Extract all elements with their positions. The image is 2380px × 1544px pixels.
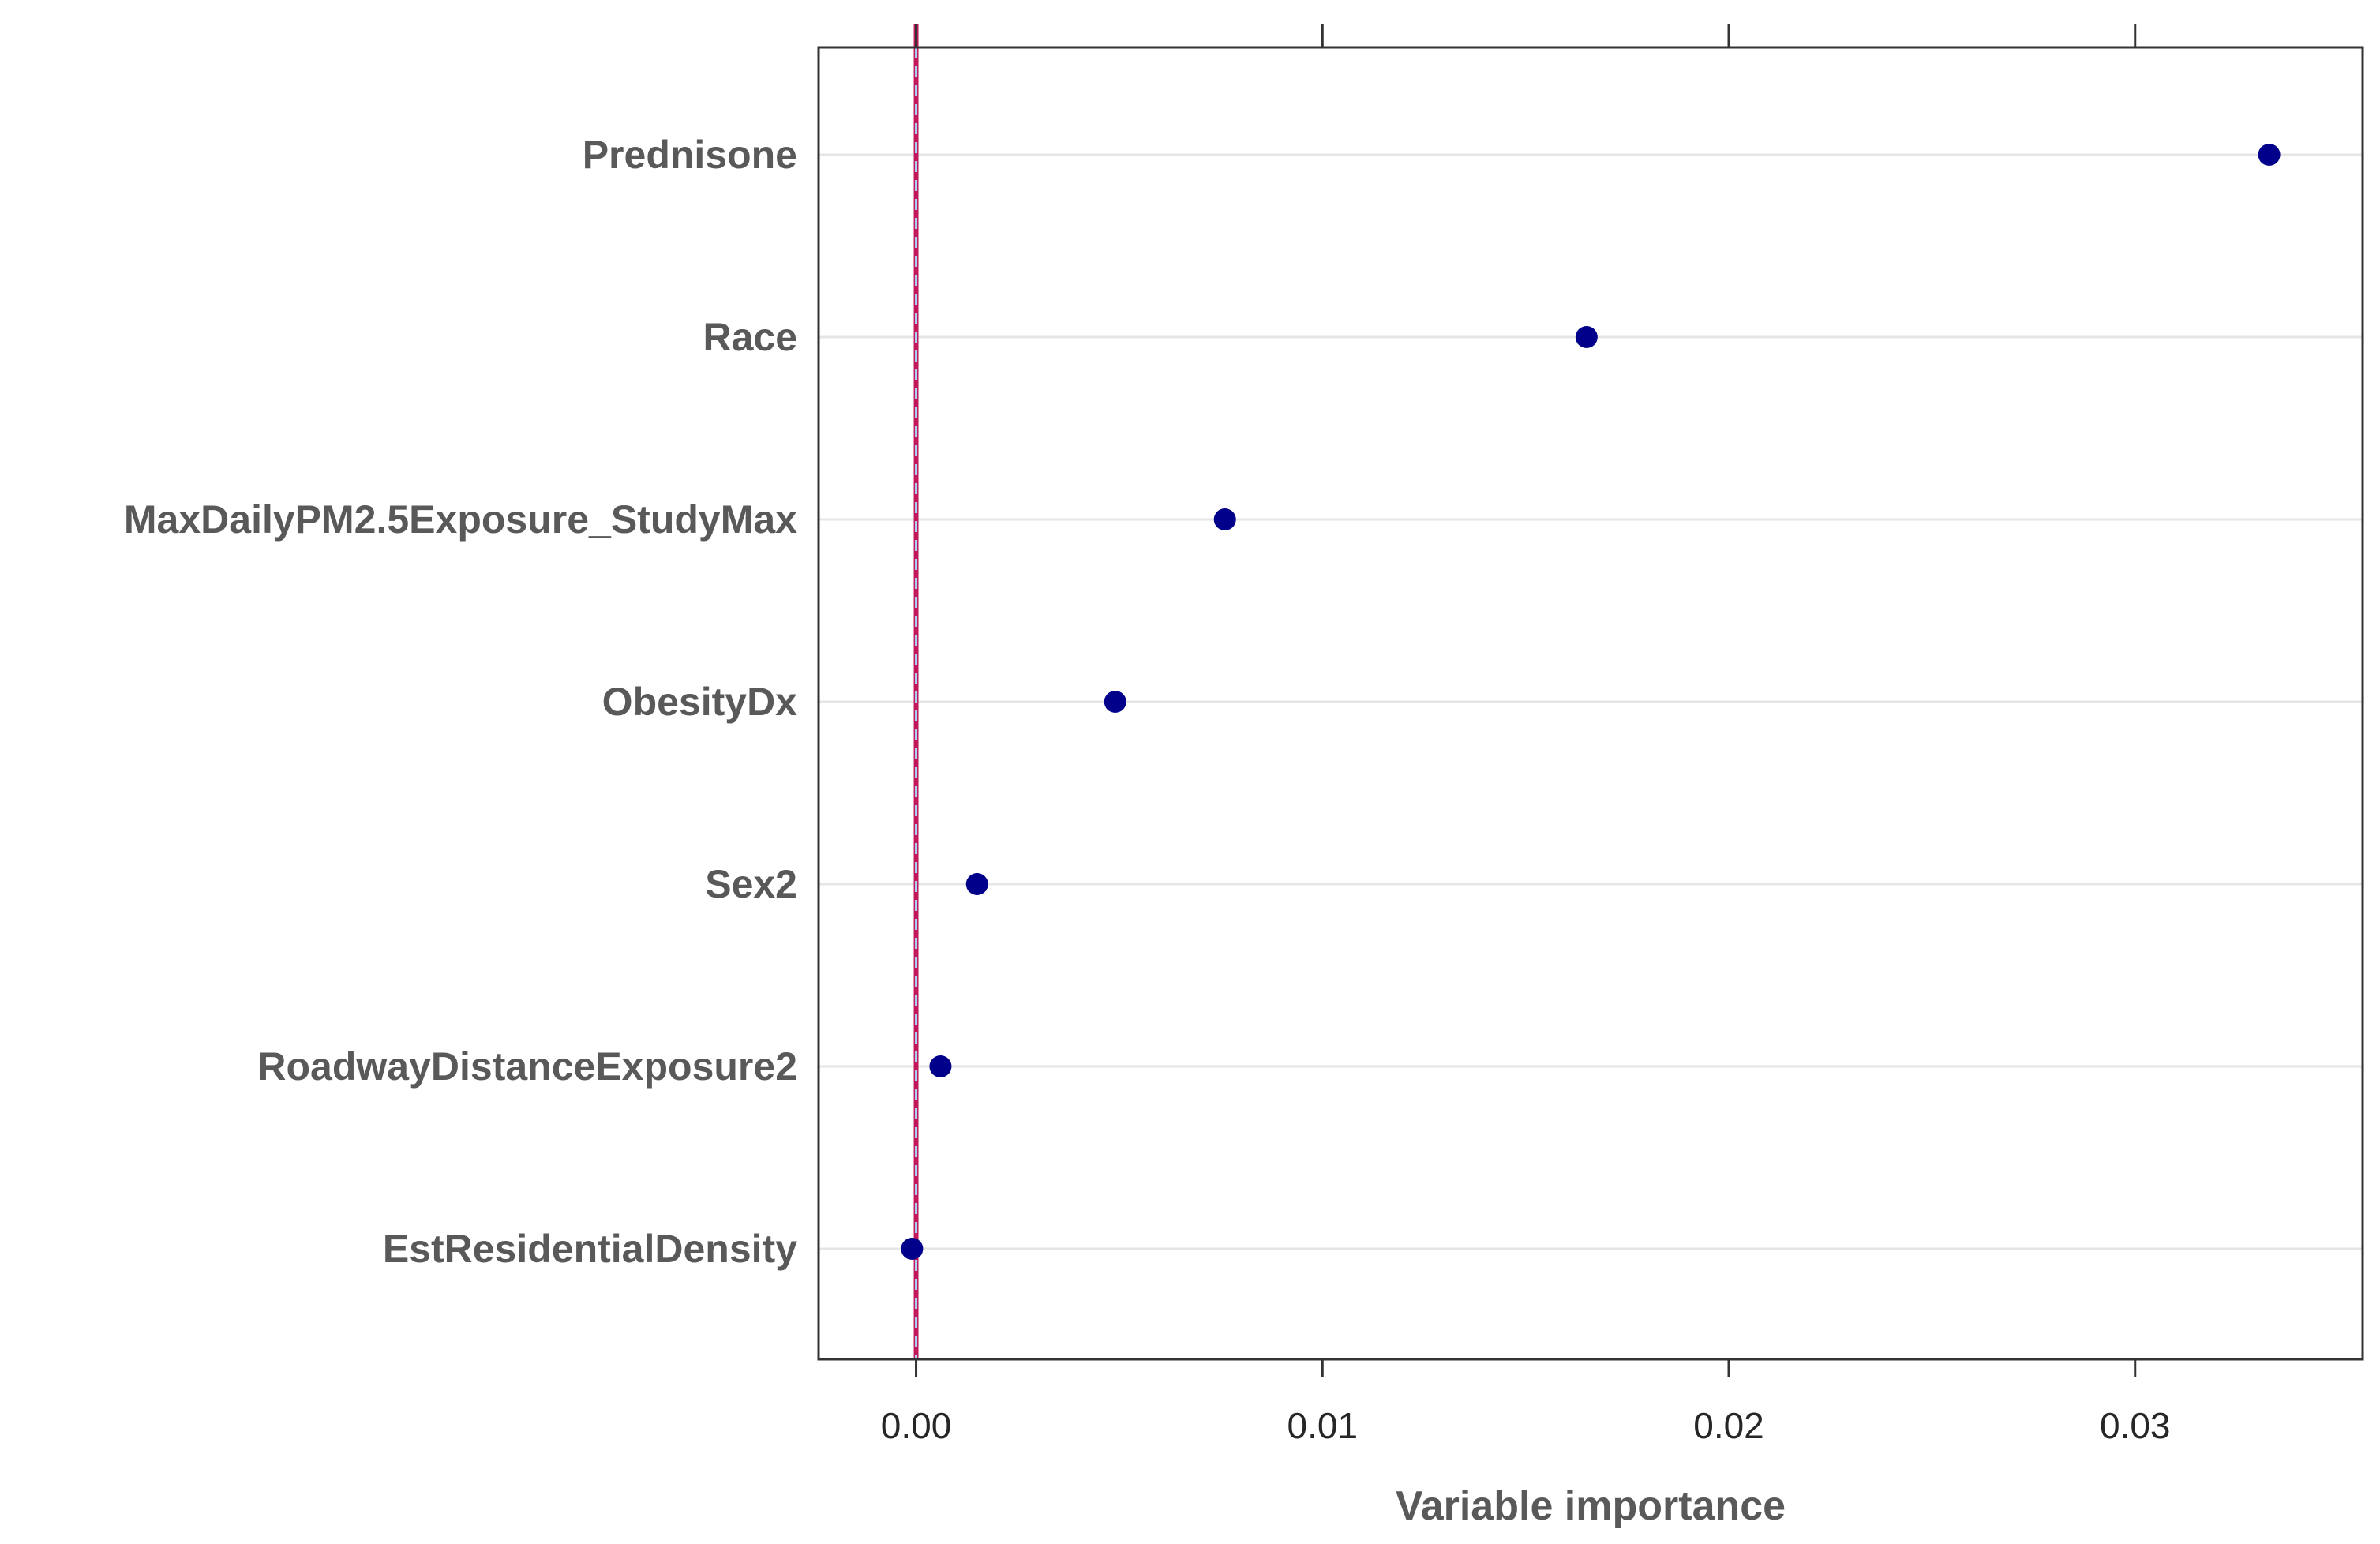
variable-label: RoadwayDistanceExposure2 <box>257 1044 797 1089</box>
variable-label: Prednisone <box>583 133 797 177</box>
data-point <box>965 873 988 895</box>
data-point <box>929 1055 952 1077</box>
x-tick-label: 0.03 <box>2100 1405 2171 1446</box>
data-point <box>901 1238 924 1260</box>
variable-labels: Prednisone Race MaxDailyPM2.5Exposure_Stud… <box>124 133 797 1271</box>
variable-label: Sex2 <box>705 862 797 906</box>
x-axis-title: Variable importance <box>1396 1483 1786 1529</box>
data-points <box>901 144 2281 1260</box>
variable-label: ObesityDx <box>602 680 798 724</box>
plot-frame <box>817 46 2364 1361</box>
gridlines <box>819 153 2363 1250</box>
x-tick-label: 0.00 <box>881 1405 952 1446</box>
variable-label: EstResidentialDensity <box>383 1227 797 1271</box>
data-point <box>1104 691 1126 713</box>
variable-label: Race <box>703 315 797 359</box>
x-tick-label: 0.02 <box>1693 1405 1764 1446</box>
data-point <box>1213 508 1236 530</box>
x-tick-label: 0.01 <box>1287 1405 1359 1446</box>
x-axis-ticks: 0.00 0.01 0.02 0.03 <box>881 24 2171 1446</box>
data-point <box>2258 144 2281 166</box>
data-point <box>1575 326 1598 348</box>
variable-label: MaxDailyPM2.5Exposure_StudyMax <box>124 497 797 542</box>
